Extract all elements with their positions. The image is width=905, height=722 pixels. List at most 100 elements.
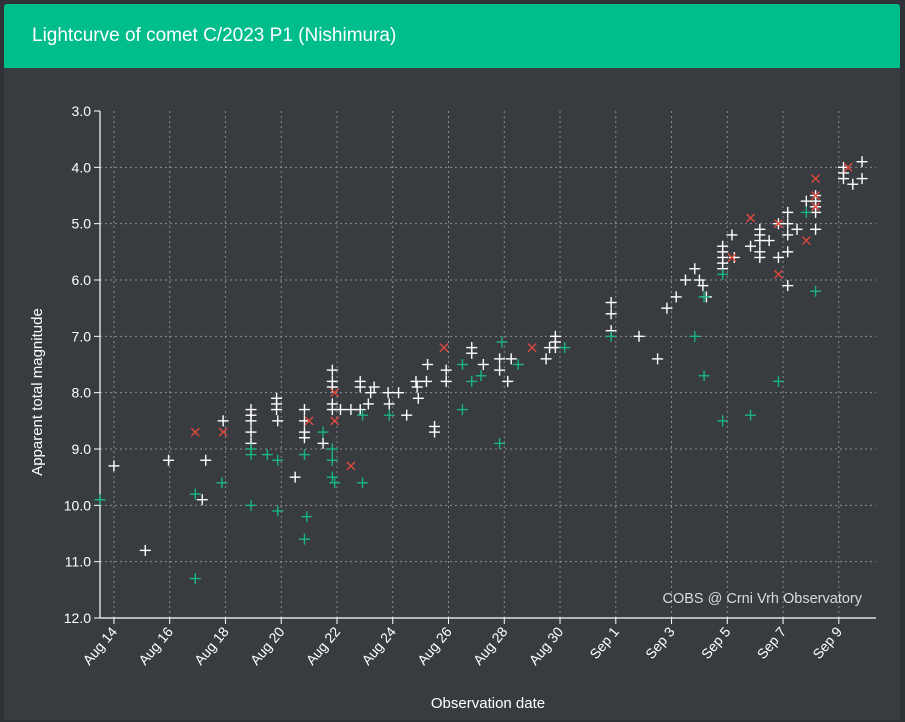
data-point — [317, 437, 329, 449]
cross-b — [346, 461, 356, 471]
data-point — [698, 291, 710, 303]
data-point — [727, 252, 737, 262]
data-point — [200, 454, 212, 466]
data-point — [726, 229, 738, 241]
data-point — [782, 229, 794, 241]
data-point — [496, 336, 508, 348]
data-point — [494, 364, 506, 376]
chart-area: 3.0 4.0 5.0 6.0 7.0 8.0 9.0 10.0 11.0 12.0 Aug 14… — [4, 68, 900, 720]
x-tick-label: Aug 24 — [358, 623, 399, 667]
data-point — [272, 505, 284, 517]
data-point — [494, 437, 506, 449]
data-point — [368, 381, 380, 393]
x-tick-label: Sep 7 — [754, 623, 790, 661]
data-point — [383, 398, 395, 410]
data-point — [549, 342, 561, 354]
cross-b — [527, 343, 537, 353]
data-point — [847, 178, 859, 190]
cross-b — [304, 416, 314, 426]
data-point — [304, 416, 314, 426]
x-tick-label: Sep 1 — [586, 623, 622, 661]
data-point — [559, 342, 571, 354]
data-point — [440, 364, 452, 376]
data-point — [422, 359, 434, 370]
data-point — [773, 219, 783, 229]
chart-title: Lightcurve of comet C/2023 P1 (Nishimura… — [32, 25, 397, 46]
data-point — [605, 308, 617, 320]
y-tick-label: 12.0 — [64, 610, 91, 626]
x-tick-label: Sep 3 — [642, 623, 678, 661]
data-point — [393, 387, 405, 399]
data-point — [811, 202, 821, 212]
data-point — [670, 291, 682, 303]
data-point — [527, 343, 537, 353]
y-tick-label: 3.0 — [72, 103, 92, 119]
data-point — [661, 302, 673, 314]
y-tick-label: 5.0 — [72, 216, 92, 232]
data-point — [689, 330, 701, 342]
x-tick-label: Sep 9 — [809, 623, 845, 661]
data-point — [326, 364, 338, 376]
data-point — [791, 223, 803, 235]
cross-b — [727, 252, 737, 262]
data-point — [810, 223, 822, 235]
data-point — [800, 195, 812, 207]
cross-b — [439, 343, 449, 353]
data-point — [382, 387, 394, 399]
cross-b — [811, 202, 821, 212]
data-point — [420, 375, 432, 387]
y-tick-label: 8.0 — [72, 385, 92, 401]
x-tick-label: Sep 5 — [698, 623, 734, 661]
data-point — [466, 375, 478, 387]
data-point — [773, 269, 783, 279]
data-point — [317, 426, 329, 438]
data-point — [298, 432, 310, 444]
data-point — [693, 274, 705, 286]
data-point — [272, 454, 284, 466]
data-point — [196, 494, 208, 506]
x-tick-label: Aug 30 — [526, 623, 567, 667]
data-point — [411, 381, 423, 393]
data-point — [334, 404, 346, 416]
data-point — [745, 409, 757, 421]
data-point — [698, 370, 710, 382]
data-point — [540, 353, 552, 365]
chart-card: Lightcurve of comet C/2023 P1 (Nishimura… — [4, 4, 900, 720]
x-axis-label: Observation date — [431, 695, 545, 712]
data-point — [272, 415, 284, 427]
data-point — [326, 443, 338, 455]
data-point — [652, 353, 664, 365]
data-point — [218, 427, 228, 437]
x-tick-label: Aug 16 — [135, 623, 176, 667]
cross-b — [218, 427, 228, 437]
data-point — [365, 387, 377, 399]
data-point — [345, 404, 357, 416]
data-point — [354, 381, 366, 393]
data-point — [271, 404, 283, 416]
data-point — [697, 280, 709, 292]
data-point — [633, 330, 645, 342]
cross-b — [843, 162, 853, 172]
cross-b — [330, 416, 340, 426]
data-point — [298, 533, 310, 545]
data-point — [782, 206, 794, 218]
data-point — [383, 409, 395, 421]
data-point — [429, 426, 441, 438]
x-tick-label: Aug 14 — [79, 623, 120, 667]
x-tick-label: Aug 20 — [247, 623, 288, 667]
data-point — [412, 392, 424, 404]
data-point — [717, 268, 729, 280]
data-point — [326, 454, 338, 466]
watermark-text: COBS @ Crni Vrh Observatory — [662, 591, 862, 607]
data-point — [800, 206, 812, 218]
data-point — [717, 415, 729, 427]
data-point — [261, 449, 273, 461]
data-point — [163, 454, 175, 466]
data-point — [763, 235, 775, 247]
data-point — [456, 359, 468, 370]
data-point — [298, 404, 310, 416]
cross-b — [801, 236, 811, 246]
data-point — [782, 280, 794, 292]
cross-b — [773, 269, 783, 279]
cross-b — [773, 219, 783, 229]
